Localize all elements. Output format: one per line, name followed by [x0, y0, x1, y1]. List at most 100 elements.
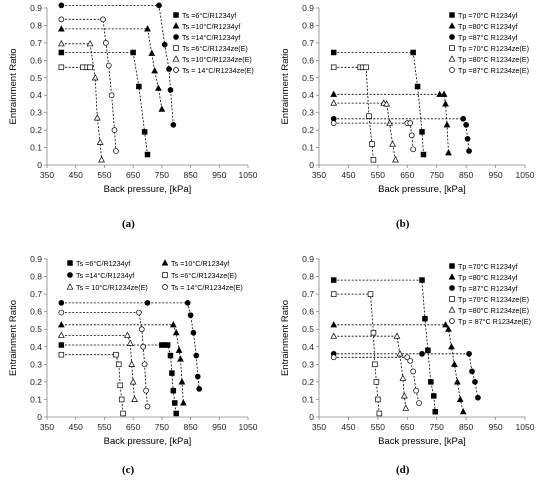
- y-tick-label: 0.4: [30, 342, 42, 352]
- data-point: [453, 378, 461, 385]
- data-point: [330, 277, 337, 283]
- x-tick-label: 950: [212, 170, 226, 180]
- y-tick-label: 0.1: [30, 143, 42, 153]
- data-point: [118, 396, 125, 403]
- chart-panel-2: 0 0.1 0.2 0.3 0.4 0.5 0.6 0.7 0.8 0.9 350 450 550 650…: [280, 3, 535, 195]
- data-point: [124, 331, 131, 338]
- data-point: [330, 90, 338, 97]
- y-tick-label: 0.3: [302, 359, 314, 369]
- data-point: [466, 148, 472, 154]
- y-tick-label: 0.9: [30, 3, 42, 13]
- legend-item: Tp =70°C R1234yf: [449, 262, 517, 271]
- data-point: [58, 16, 65, 23]
- legend-item: Tp =70°C R1234yf: [449, 11, 517, 20]
- series-line: [61, 5, 174, 125]
- x-tick-label: 550: [371, 422, 385, 432]
- y-tick-label: 0.8: [30, 272, 42, 282]
- data-point: [58, 64, 65, 71]
- x-tick-label: 850: [183, 170, 197, 180]
- series-6: [330, 120, 417, 153]
- data-point: [431, 393, 437, 399]
- legend-marker: [448, 22, 456, 29]
- legend-item: Ts =14°C/R1234yf: [67, 271, 134, 280]
- x-tick-label: 950: [488, 170, 502, 180]
- series-6: [58, 16, 119, 154]
- panel-label-d: (d): [396, 464, 410, 476]
- legend-item: Tp =80°C R1234ze(E): [448, 306, 529, 315]
- data-point: [130, 49, 136, 56]
- x-tick-label: 850: [183, 422, 197, 432]
- legend-label: Tp =70°C R1234ze(E): [458, 295, 529, 304]
- data-point: [144, 403, 151, 410]
- series-2: [57, 321, 187, 406]
- series-line: [61, 334, 135, 400]
- legend-item: Ts =10°C/R1234yf: [161, 259, 229, 268]
- data-point: [372, 361, 378, 368]
- data-point: [180, 399, 187, 406]
- x-tick-label: 550: [371, 170, 385, 180]
- panel-label-c: (c): [122, 464, 135, 476]
- x-tick-label: 550: [97, 170, 111, 180]
- x-tick-label: 650: [126, 170, 140, 180]
- data-point: [136, 309, 142, 316]
- x-tick-label: 1050: [239, 422, 258, 432]
- y-tick-label: 0: [37, 412, 42, 422]
- data-point: [58, 309, 65, 316]
- legend-label: Ts =10°C/R1234yf: [171, 259, 229, 268]
- series-5: [330, 99, 399, 163]
- y-axis-title: Entrainment Ratio: [280, 48, 291, 124]
- legend-label: Tp =70°C R1234yf: [458, 262, 517, 271]
- series-line: [61, 302, 200, 389]
- x-axis-title: Back pressure, [kPa]: [378, 184, 466, 195]
- legend-marker: [161, 259, 169, 266]
- data-point: [366, 113, 372, 119]
- y-tick-label: 0: [37, 160, 42, 170]
- y-tick-label: 0.9: [30, 254, 42, 264]
- y-tick-label: 0.8: [302, 20, 314, 30]
- data-point: [330, 321, 338, 328]
- data-point: [375, 396, 381, 403]
- y-tick-label: 0.1: [302, 143, 314, 153]
- legend-item: Tp =80°C R1234yf: [448, 22, 517, 31]
- x-tick-label: 950: [488, 422, 502, 432]
- data-point: [414, 83, 421, 90]
- data-point: [129, 378, 137, 385]
- legend: Ts =6°C/R1234yf Ts =10°C/R1234yf Ts =14°C/…: [66, 259, 243, 292]
- data-point: [436, 90, 444, 97]
- legend-marker: [162, 284, 168, 290]
- legend-marker: [448, 55, 456, 62]
- data-point: [460, 115, 467, 122]
- x-axis-title: Back pressure, [kPa]: [378, 436, 466, 447]
- data-point: [57, 321, 65, 328]
- data-point: [140, 343, 147, 350]
- data-point: [330, 291, 337, 297]
- y-tick-label: 0.6: [30, 55, 42, 65]
- x-tick-label: 850: [459, 170, 473, 180]
- data-point: [363, 64, 369, 71]
- data-point: [128, 360, 136, 367]
- legend-marker: [173, 45, 179, 51]
- data-point: [190, 329, 197, 336]
- data-point: [169, 321, 177, 328]
- chart-panel-3: 0 0.1 0.2 0.3 0.4 0.5 0.6 0.7 0.8 0.9 350 450 550 650…: [8, 254, 258, 447]
- data-point: [389, 140, 396, 147]
- series-line: [61, 28, 163, 110]
- legend-marker: [448, 306, 456, 313]
- data-point: [58, 342, 65, 348]
- y-tick-label: 0.7: [30, 289, 42, 299]
- data-point: [432, 408, 438, 415]
- x-tick-label: 450: [69, 170, 83, 180]
- y-tick-label: 0.7: [30, 38, 42, 48]
- data-point: [172, 328, 180, 336]
- y-axis-title: Entrainment Ratio: [8, 300, 19, 376]
- data-point: [367, 291, 374, 297]
- series-5: [57, 331, 138, 402]
- data-point: [141, 361, 148, 368]
- legend-marker: [162, 272, 168, 278]
- data-point: [420, 151, 427, 158]
- data-point: [445, 325, 452, 332]
- y-tick-label: 0.7: [302, 38, 314, 48]
- legend-item: Tp = 87°C R1234ze(E): [449, 317, 531, 326]
- data-point: [93, 114, 101, 121]
- data-point: [170, 122, 177, 128]
